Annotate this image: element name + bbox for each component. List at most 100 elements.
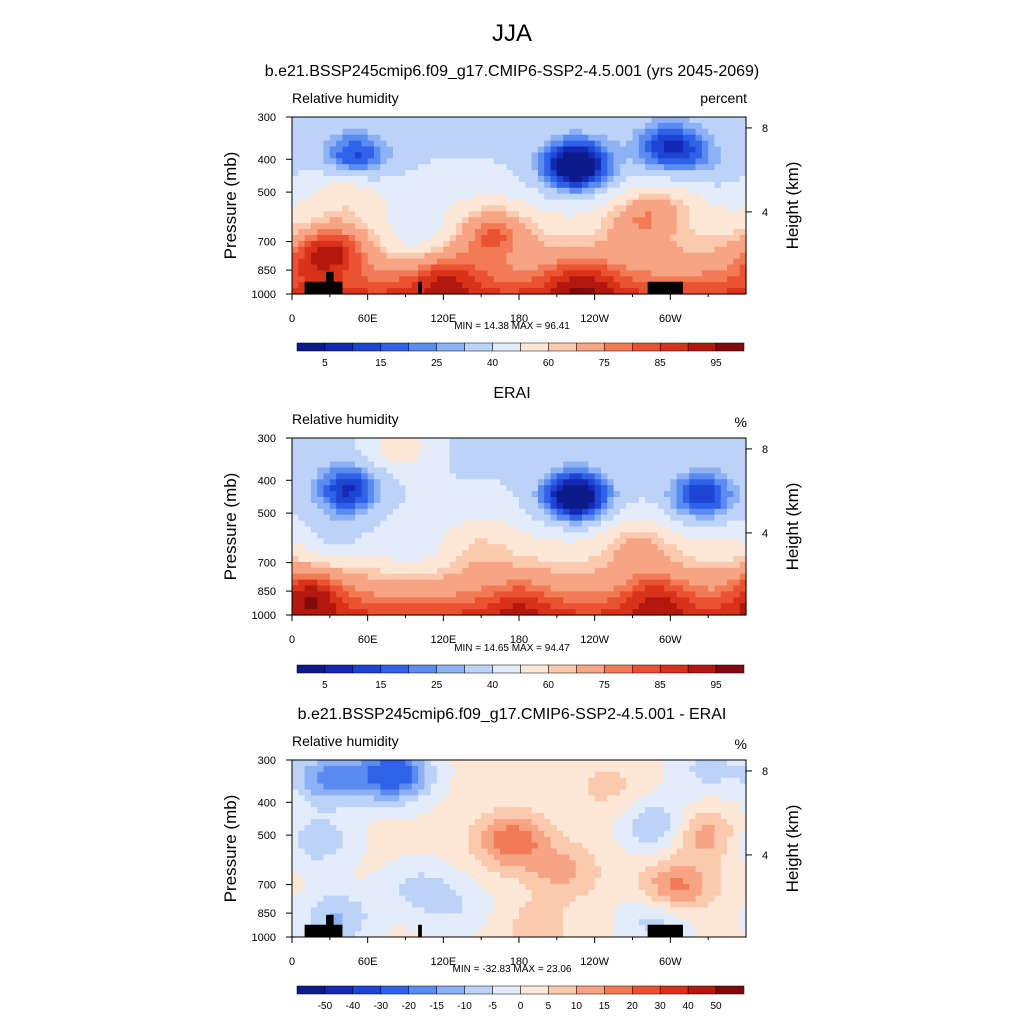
field-cell bbox=[506, 467, 514, 474]
field-cell bbox=[481, 288, 489, 295]
field-cell bbox=[701, 152, 709, 159]
field-cell bbox=[348, 801, 356, 808]
y-axis-title: Pressure (mb) bbox=[221, 152, 240, 260]
field-cell bbox=[676, 122, 684, 130]
field-cell bbox=[689, 193, 697, 201]
field-cell bbox=[355, 229, 362, 236]
field-cell bbox=[607, 176, 615, 183]
field-cell bbox=[380, 223, 388, 230]
field-cell bbox=[626, 467, 634, 474]
field-cell bbox=[468, 122, 476, 130]
field-cell bbox=[670, 246, 678, 254]
field-cell bbox=[569, 276, 577, 283]
field-cell bbox=[588, 258, 596, 266]
field-cell bbox=[632, 479, 640, 486]
field-cell bbox=[449, 229, 457, 236]
field-cell bbox=[607, 217, 615, 224]
field-cell bbox=[310, 205, 318, 212]
field-cell bbox=[727, 491, 734, 498]
topography-block bbox=[418, 281, 422, 294]
field-cell bbox=[487, 164, 495, 171]
field-cell bbox=[443, 467, 451, 474]
field-cell bbox=[556, 187, 564, 195]
field-cell bbox=[411, 140, 419, 148]
field-cell bbox=[556, 217, 564, 224]
field-cell bbox=[373, 223, 381, 230]
field-cell bbox=[437, 146, 444, 153]
field-cell bbox=[304, 128, 312, 136]
field-cell bbox=[676, 760, 684, 767]
field-cell bbox=[506, 205, 514, 212]
field-cell bbox=[676, 258, 684, 266]
field-cell bbox=[613, 140, 621, 148]
field-cell bbox=[594, 771, 602, 779]
field-cell bbox=[607, 467, 615, 474]
field-cell bbox=[619, 176, 627, 183]
field-cell bbox=[317, 164, 325, 171]
field-cell bbox=[512, 276, 520, 283]
field-cell bbox=[714, 252, 722, 260]
field-cell bbox=[720, 211, 728, 218]
field-cell bbox=[500, 485, 507, 492]
field-cell bbox=[676, 140, 684, 148]
field-cell bbox=[474, 128, 482, 136]
field-cell bbox=[556, 235, 564, 242]
field-cell bbox=[317, 276, 325, 283]
field-cell bbox=[519, 473, 526, 480]
field-cell bbox=[500, 181, 507, 189]
field-cell bbox=[336, 122, 344, 130]
field-cell bbox=[632, 491, 640, 498]
field-cell bbox=[342, 235, 350, 242]
field-cell bbox=[355, 801, 362, 808]
field-cell bbox=[304, 795, 312, 802]
field-cell bbox=[336, 765, 344, 773]
field-cell bbox=[481, 128, 489, 136]
field-cell bbox=[329, 122, 337, 130]
field-cell bbox=[298, 176, 306, 183]
field-cell bbox=[537, 276, 545, 283]
field-cell bbox=[638, 258, 646, 266]
field-cell bbox=[493, 473, 501, 480]
field-cell bbox=[664, 795, 671, 802]
field-cell bbox=[443, 282, 451, 289]
field-cell bbox=[361, 117, 369, 124]
field-cell bbox=[474, 760, 482, 767]
field-cell bbox=[689, 789, 697, 796]
field-cell bbox=[682, 479, 690, 486]
field-cell bbox=[298, 491, 306, 498]
field-cell bbox=[519, 771, 526, 779]
field-cell bbox=[399, 240, 407, 248]
field-cell bbox=[512, 176, 520, 183]
field-cell bbox=[506, 122, 514, 130]
field-cell bbox=[373, 258, 381, 266]
field-cell bbox=[373, 461, 381, 469]
field-cell bbox=[506, 235, 514, 242]
field-cell bbox=[386, 176, 394, 183]
field-cell bbox=[392, 789, 400, 796]
field-cell bbox=[727, 771, 734, 779]
field-cell bbox=[292, 276, 299, 283]
field-cell bbox=[386, 246, 394, 254]
field-cell bbox=[525, 164, 533, 171]
field-cell bbox=[720, 485, 728, 492]
field-cell bbox=[531, 170, 539, 177]
field-cell bbox=[373, 187, 381, 195]
field-cell bbox=[619, 270, 627, 277]
field-cell bbox=[474, 140, 482, 148]
field-cell bbox=[733, 193, 741, 201]
field-cell bbox=[418, 258, 426, 266]
field-cell bbox=[336, 140, 344, 148]
field-cell bbox=[613, 199, 621, 207]
field-cell bbox=[588, 170, 596, 177]
field-cell bbox=[582, 502, 589, 510]
field-cell bbox=[594, 205, 602, 212]
field-cell bbox=[506, 140, 514, 148]
field-cell bbox=[380, 235, 388, 242]
field-cell bbox=[342, 193, 350, 201]
field-cell bbox=[695, 795, 703, 802]
field-cell bbox=[437, 117, 444, 124]
field-cell bbox=[506, 497, 514, 504]
field-cell bbox=[329, 187, 337, 195]
field-cell bbox=[575, 235, 583, 242]
field-cell bbox=[367, 789, 375, 796]
